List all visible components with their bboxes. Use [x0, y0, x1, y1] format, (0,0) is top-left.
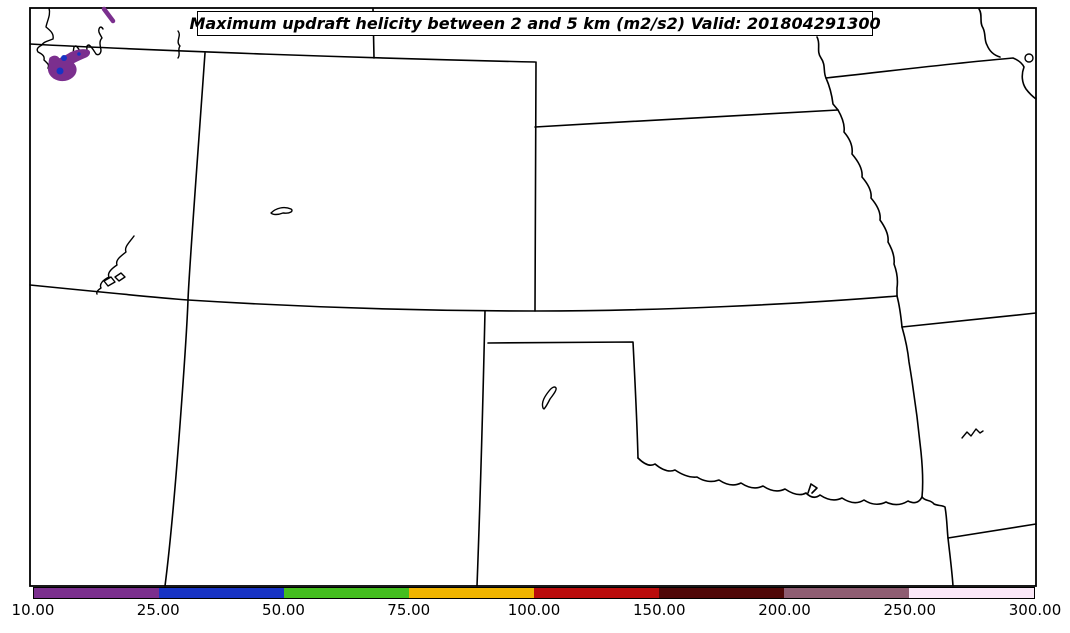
helicity-contours-blue — [56, 52, 81, 75]
colorbar — [33, 587, 1035, 599]
colorbar-tick-label: 25.00 — [136, 601, 180, 619]
colorbar-tick-label: 75.00 — [387, 601, 431, 619]
lake-outlines — [36, 7, 1034, 439]
colorbar-segment — [784, 588, 909, 598]
map-border — [29, 7, 1037, 587]
colorbar-tick-label: 50.00 — [262, 601, 305, 619]
colorbar-segment — [159, 588, 284, 598]
colorbar-segment — [284, 588, 409, 598]
colorbar-segment — [409, 588, 534, 598]
colorbar-segment — [34, 588, 159, 598]
plot-title-box: Maximum updraft helicity between 2 and 5… — [189, 11, 881, 36]
colorbar-segment — [534, 588, 659, 598]
plot-title: Maximum updraft helicity between 2 and 5… — [189, 14, 881, 33]
colorbar-tick-label: 300.00 — [1008, 601, 1062, 619]
state-borders — [29, 8, 1037, 587]
colorbar-tick-label: 100.00 — [507, 601, 561, 619]
colorbar-tick-label: 150.00 — [633, 601, 686, 619]
colorbar-segment — [909, 588, 1034, 598]
colorbar-tick-label: 200.00 — [758, 601, 811, 619]
colorbar-tick-label: 10.00 — [11, 601, 55, 619]
colorbar-tick-label: 250.00 — [883, 601, 937, 619]
colorbar-segment — [659, 588, 784, 598]
